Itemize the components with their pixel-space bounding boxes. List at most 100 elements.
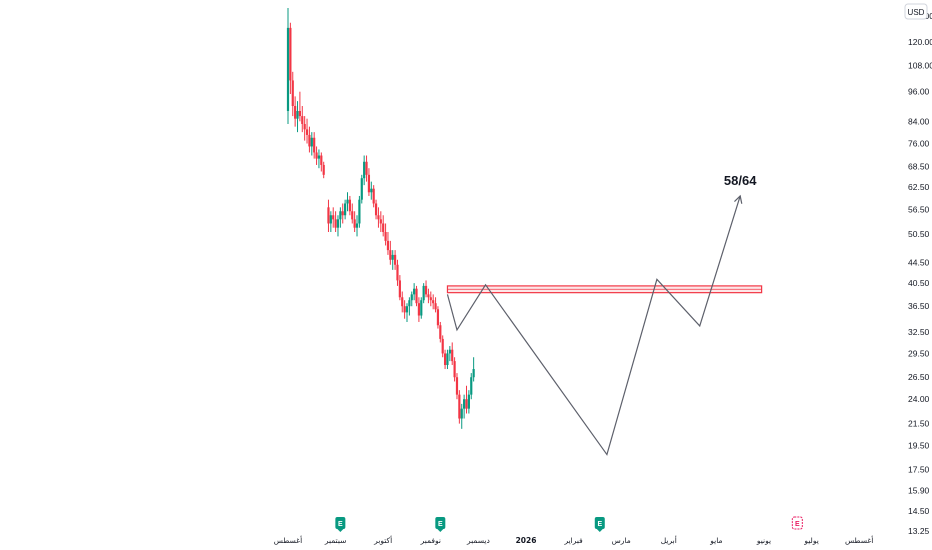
candle-body xyxy=(463,399,466,409)
candle xyxy=(339,207,342,228)
candle xyxy=(353,211,356,233)
candle-body xyxy=(303,123,306,130)
candle-body xyxy=(448,349,451,354)
candle-body xyxy=(301,116,304,124)
candle-body xyxy=(384,232,387,241)
price-tick-label: 32.50 xyxy=(908,327,930,337)
candle-body xyxy=(329,215,332,224)
candle xyxy=(363,155,366,186)
candle xyxy=(303,116,306,141)
candle xyxy=(422,283,425,304)
candle xyxy=(358,195,361,228)
candle xyxy=(448,346,451,362)
price-tick-label: 29.50 xyxy=(908,348,930,358)
candle-body xyxy=(351,211,354,220)
candle-body xyxy=(310,137,313,147)
candle-body xyxy=(429,297,432,301)
candle xyxy=(317,149,321,169)
candle xyxy=(384,223,387,246)
candle-body xyxy=(341,211,344,216)
candle xyxy=(408,297,411,316)
earnings-badge xyxy=(594,517,605,529)
time-axis[interactable]: أغسطس سبتمبر أكتوبر نوفمبر ديسمبر 2026 فبراير م… xyxy=(274,535,874,545)
candle-body xyxy=(360,178,363,200)
candle xyxy=(441,335,444,358)
candle-body xyxy=(372,188,375,204)
candle-body xyxy=(334,219,337,228)
candle xyxy=(332,207,335,228)
earnings-marker[interactable]: E xyxy=(791,516,803,530)
candle-body xyxy=(332,215,335,220)
price-axis[interactable]: 135.00120.00108.0096.0084.0076.0068.5062… xyxy=(908,11,932,536)
earnings-marker[interactable]: E xyxy=(594,517,605,532)
candle xyxy=(301,106,304,133)
candle-body xyxy=(355,223,359,228)
candle-body xyxy=(370,188,373,193)
price-tick-label: 26.50 xyxy=(908,372,930,382)
projection-path[interactable] xyxy=(446,195,741,456)
candle-body xyxy=(403,306,406,313)
earnings-badge-label: E xyxy=(338,521,343,528)
price-tick-label: 62.50 xyxy=(908,182,930,192)
currency-label: USD xyxy=(908,8,925,17)
candle-body xyxy=(408,300,411,307)
candle xyxy=(377,207,380,228)
time-tick-label: أغسطس xyxy=(274,535,302,545)
candle-body xyxy=(451,349,454,362)
candle xyxy=(436,306,440,329)
earnings-badge xyxy=(791,516,803,530)
time-tick-label: أغسطس xyxy=(845,535,873,545)
candle-body xyxy=(308,134,311,147)
candle-body xyxy=(320,155,323,165)
candle xyxy=(470,373,473,400)
price-tick-label: 36.50 xyxy=(908,301,930,311)
candle-body xyxy=(336,219,340,228)
candle-body xyxy=(453,361,456,378)
candle xyxy=(372,185,375,208)
candle xyxy=(443,349,447,370)
candle-body xyxy=(296,110,299,119)
candle xyxy=(294,96,297,127)
candle-body xyxy=(389,250,392,260)
candle xyxy=(341,203,344,224)
candle xyxy=(410,291,413,307)
time-tick-label: أبريل xyxy=(661,535,677,545)
candle xyxy=(365,155,368,182)
candle xyxy=(389,240,392,265)
target-label[interactable]: 58/64 xyxy=(724,173,757,188)
candle xyxy=(405,303,409,322)
earnings-marker[interactable]: E xyxy=(335,517,346,532)
price-tick-label: 120.00 xyxy=(908,37,932,47)
candle xyxy=(398,275,401,301)
candle xyxy=(313,132,316,159)
candle xyxy=(463,394,466,419)
candle-body xyxy=(413,288,416,295)
candle xyxy=(460,403,463,429)
candle xyxy=(296,101,299,133)
earnings-badge-label: E xyxy=(795,521,800,528)
candle xyxy=(382,215,385,237)
currency-badge[interactable]: USD xyxy=(904,3,928,20)
earnings-marker[interactable]: E xyxy=(435,517,446,532)
candle xyxy=(305,118,309,144)
earnings-badge xyxy=(435,517,446,529)
candle-body xyxy=(458,394,461,419)
candle-body xyxy=(322,164,325,175)
candle xyxy=(351,203,354,224)
candle xyxy=(467,390,470,414)
candle-body xyxy=(315,152,318,159)
earnings-badge-label: E xyxy=(597,521,602,528)
price-tick-label: 17.50 xyxy=(908,464,930,474)
time-tick-label: يونيو xyxy=(756,536,771,545)
candle-body xyxy=(472,369,475,378)
time-tick-label: مارس xyxy=(612,536,631,545)
projection-arrowhead xyxy=(734,194,743,204)
candle-body xyxy=(377,215,380,220)
price-tick-label: 68.50 xyxy=(908,162,930,172)
candle-body xyxy=(422,285,425,301)
candle-body xyxy=(455,377,459,395)
candle-body xyxy=(382,223,385,233)
candle xyxy=(310,132,313,156)
candle xyxy=(403,300,406,319)
